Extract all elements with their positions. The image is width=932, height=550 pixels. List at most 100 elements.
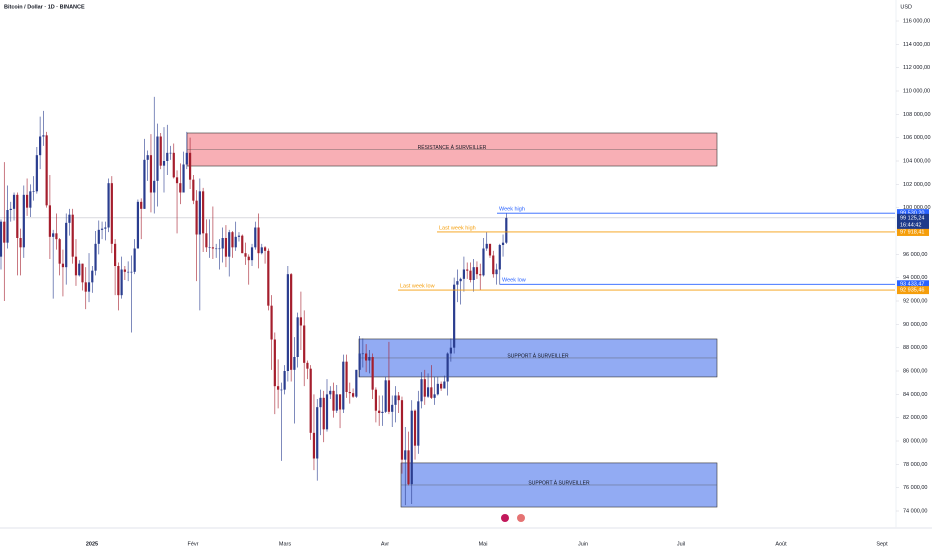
candle-body (374, 389, 377, 411)
candle-body (3, 221, 6, 243)
candle-body (218, 248, 221, 250)
level-label: Week high (499, 207, 525, 213)
candle-body (361, 353, 364, 355)
candle-body (205, 233, 208, 248)
candle-body (221, 238, 224, 249)
candle-body (12, 194, 16, 209)
candle-body (368, 357, 371, 361)
candle-body (231, 232, 234, 248)
candle-body (413, 410, 417, 446)
candle-body (81, 263, 84, 283)
candle-body (224, 238, 228, 257)
candle-body (195, 200, 198, 235)
candle-body (286, 274, 289, 372)
last-price-label: 99 125,24 (900, 215, 924, 221)
candle-body (19, 238, 22, 248)
candle-body (58, 239, 61, 264)
zone-label: RÉSISTANCE À SURVEILLER (418, 144, 487, 151)
y-tick-label: 106 000,00 (903, 135, 931, 141)
y-tick-label: 94 000,00 (903, 275, 927, 281)
candle-body (365, 353, 368, 361)
candle-body (133, 248, 136, 272)
candle-body (114, 243, 117, 267)
candle-body (472, 267, 475, 281)
y-tick-label: 88 000,00 (903, 345, 927, 351)
y-tick-label: 116 000,00 (903, 18, 930, 24)
candle-body (55, 233, 58, 240)
candle-body (400, 400, 404, 460)
candle-body (68, 214, 71, 223)
flag-icon[interactable] (517, 514, 525, 522)
candle-body (234, 236, 237, 248)
x-tick-label: Juin (578, 541, 588, 547)
candle-body (156, 136, 159, 181)
candle-body (45, 135, 48, 206)
candle-body (351, 393, 355, 397)
zone-label: SUPPORT À SURVEILLER (507, 352, 569, 359)
candle-body (426, 387, 430, 397)
candle-body (498, 245, 501, 270)
y-tick-label: 92 000,00 (903, 298, 927, 304)
candle-body (397, 395, 400, 401)
candle-body (6, 210, 9, 243)
candle-body (143, 159, 146, 209)
candle-body (371, 357, 374, 390)
candle-body (316, 407, 319, 459)
candle-body (42, 135, 45, 137)
candle-body (410, 410, 413, 485)
candle-body (335, 394, 338, 411)
candle-body (237, 235, 241, 237)
y-tick-label: 82 000,00 (903, 415, 927, 421)
chart-title: Bitcoin / Dollar · 1D · BINANCE (4, 4, 85, 10)
candle-body (162, 161, 166, 166)
candle-body (306, 362, 309, 369)
candle-body (453, 284, 456, 348)
y-tick-label: 96 000,00 (903, 252, 927, 258)
candle-body (329, 390, 332, 395)
price-box (897, 209, 929, 218)
candle-body (136, 201, 140, 249)
candle-body (257, 227, 260, 254)
candle-body (117, 266, 120, 296)
candle-body (296, 317, 299, 358)
candle-body (381, 411, 384, 414)
candle-body (202, 191, 205, 234)
candle-body (387, 380, 391, 412)
candle-body (303, 325, 306, 363)
event-icon[interactable] (501, 514, 509, 522)
candle-body (443, 381, 446, 389)
candle-body (179, 183, 182, 193)
candle-body (110, 183, 113, 244)
currency: USD (900, 4, 912, 10)
candle-body (440, 383, 443, 389)
y-tick-label: 74 000,00 (903, 508, 927, 514)
candle-body (394, 395, 397, 405)
countdown-label: 16:44:42 (900, 222, 921, 228)
candle-body (462, 269, 466, 279)
y-tick-label: 104 000,00 (903, 158, 931, 164)
candle-body (9, 208, 12, 211)
candle-body (192, 179, 195, 201)
price-box (897, 286, 929, 295)
x-tick-label: Sept (876, 541, 888, 547)
candle-body (29, 191, 32, 208)
candle-body (404, 450, 407, 460)
candle-body (417, 401, 420, 446)
candle-body (342, 361, 345, 410)
candle-body (325, 394, 329, 430)
candle-body (166, 152, 169, 162)
y-tick-label: 102 000,00 (903, 182, 931, 188)
candle-body (104, 227, 107, 229)
candle-body (94, 243, 97, 271)
candle-body (293, 357, 296, 370)
candle-body (78, 263, 81, 276)
price-box-label: 93 433,47 (900, 282, 924, 288)
candle-body (215, 248, 218, 250)
price-box-label: 92 935,46 (900, 288, 924, 294)
candle-body (273, 339, 276, 387)
candle-body (159, 136, 162, 166)
candle-body (312, 432, 316, 459)
y-tick-label: 80 000,00 (903, 438, 927, 444)
